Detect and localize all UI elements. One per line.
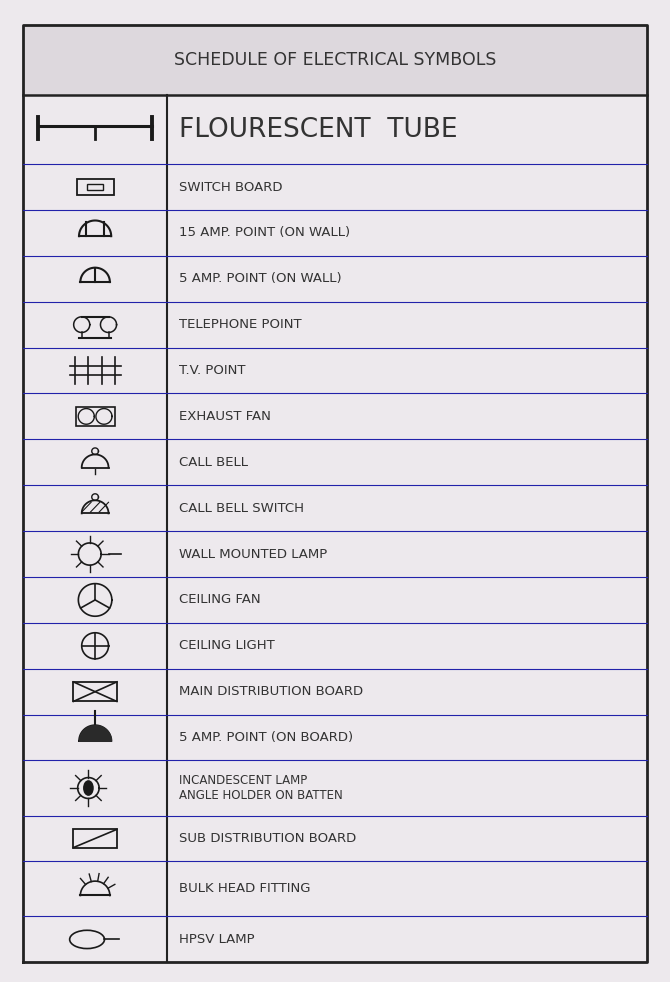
- Text: EXHAUST FAN: EXHAUST FAN: [179, 409, 271, 423]
- Text: SWITCH BOARD: SWITCH BOARD: [179, 181, 282, 193]
- Text: FLOURESCENT  TUBE: FLOURESCENT TUBE: [179, 117, 458, 142]
- Text: MAIN DISTRIBUTION BOARD: MAIN DISTRIBUTION BOARD: [179, 685, 363, 698]
- Text: INCANDESCENT LAMP
ANGLE HOLDER ON BATTEN: INCANDESCENT LAMP ANGLE HOLDER ON BATTEN: [179, 774, 342, 802]
- Text: BULK HEAD FITTING: BULK HEAD FITTING: [179, 883, 310, 896]
- Text: CEILING LIGHT: CEILING LIGHT: [179, 639, 275, 652]
- Text: 5 AMP. POINT (ON WALL): 5 AMP. POINT (ON WALL): [179, 272, 342, 285]
- Text: 5 AMP. POINT (ON BOARD): 5 AMP. POINT (ON BOARD): [179, 731, 353, 744]
- Text: T.V. POINT: T.V. POINT: [179, 364, 245, 377]
- Text: 15 AMP. POINT (ON WALL): 15 AMP. POINT (ON WALL): [179, 227, 350, 240]
- Text: WALL MOUNTED LAMP: WALL MOUNTED LAMP: [179, 548, 327, 561]
- Text: CALL BELL: CALL BELL: [179, 456, 248, 468]
- Text: CEILING FAN: CEILING FAN: [179, 593, 261, 607]
- Text: HPSV LAMP: HPSV LAMP: [179, 933, 255, 946]
- Text: TELEPHONE POINT: TELEPHONE POINT: [179, 318, 302, 331]
- Text: SUB DISTRIBUTION BOARD: SUB DISTRIBUTION BOARD: [179, 832, 356, 845]
- Circle shape: [83, 780, 94, 795]
- Text: CALL BELL SWITCH: CALL BELL SWITCH: [179, 502, 304, 515]
- Text: SCHEDULE OF ELECTRICAL SYMBOLS: SCHEDULE OF ELECTRICAL SYMBOLS: [174, 51, 496, 69]
